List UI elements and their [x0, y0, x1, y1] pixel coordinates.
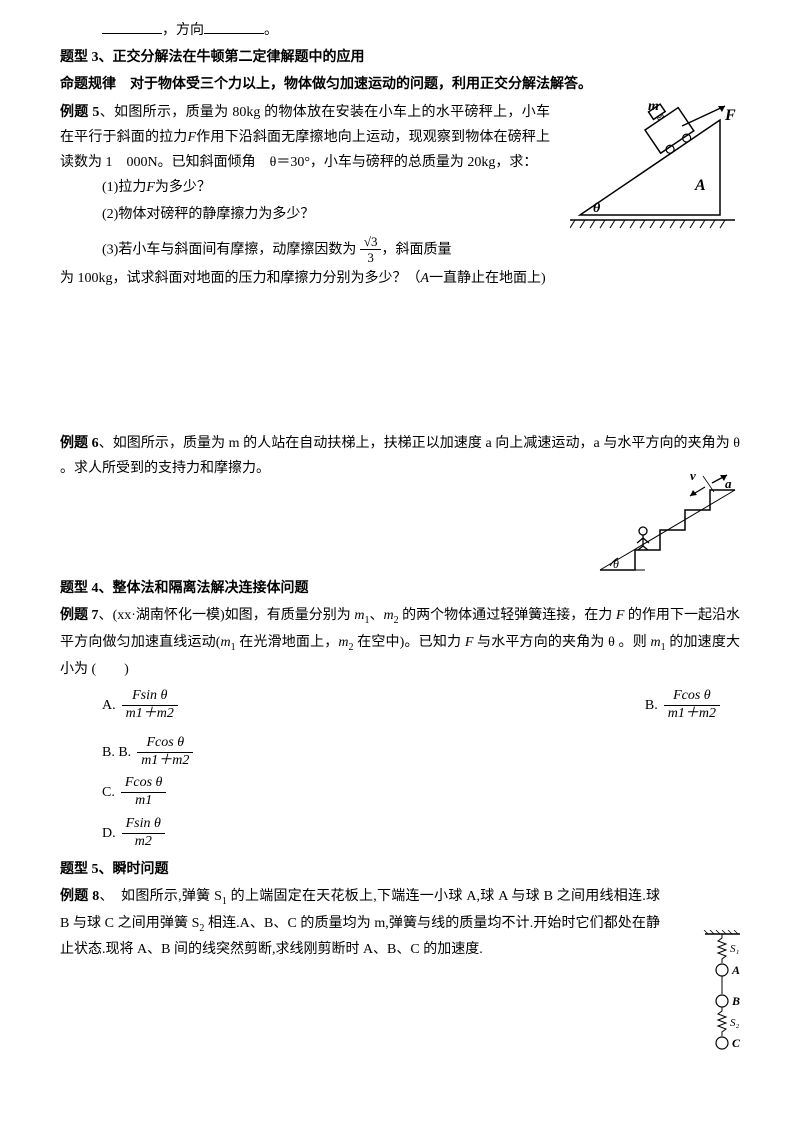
spr-s2: S₂	[730, 1017, 740, 1029]
optD-den: m2	[122, 834, 165, 851]
optA-label: A.	[102, 693, 116, 718]
spr-B: B	[731, 994, 740, 1008]
q3: (3)若小车与斜面间有摩擦，动摩擦因数为 √3 3 ，斜面质量	[60, 234, 550, 266]
blank-1	[102, 20, 162, 34]
option-D: D. Fsin θ m2	[102, 816, 720, 851]
ex7-t6: 与水平方向的夹角为 θ 。则	[473, 635, 650, 650]
springs-svg: S₁ A B S₂ C	[700, 930, 745, 1070]
figure-incline: m F A θ	[570, 100, 740, 230]
optC-frac: Fcos θ m1	[121, 775, 167, 810]
q3a: (3)若小车与斜面间有摩擦，动摩擦因数为	[102, 242, 356, 257]
optA-frac: Fsin θ m1＋m2	[122, 688, 178, 723]
m1c: m	[651, 635, 661, 650]
q1-text: (1)拉力	[102, 180, 146, 195]
optB-den: m1＋m2	[664, 706, 720, 723]
section-3-heading: 题型 3、正交分解法在牛顿第二定律解题中的应用	[60, 45, 740, 70]
optBB-den: m1＋m2	[137, 753, 193, 770]
q3b: ，斜面质量	[381, 242, 451, 257]
spr-s1: S₁	[730, 943, 740, 955]
label-theta: θ	[593, 201, 601, 216]
escalator-svg: θ v a	[590, 470, 740, 580]
q1-end: 为多少？	[155, 180, 211, 195]
spr-A: A	[731, 963, 740, 977]
m1a: m	[354, 608, 364, 623]
example-8: 例题 8、 如图所示,弹簧 S1 的上端固定在天花板上,下端连一小球 A,球 A…	[60, 884, 660, 963]
esc-theta: θ	[613, 557, 619, 571]
spr-C: C	[732, 1036, 741, 1050]
text-direction: ，方向	[162, 23, 204, 38]
q3e: 一直静止在地面上)	[429, 271, 546, 286]
optC-den: m1	[121, 793, 167, 810]
optB-label: B.	[645, 693, 658, 718]
ex7-t5: 在空中)。已知力	[354, 635, 465, 650]
blank-2	[204, 20, 264, 34]
ex7-t1: 、(xx·湖南怀化一模)如图，有质量分别为	[99, 608, 355, 623]
section-5-heading: 题型 5、瞬时问题	[60, 857, 740, 882]
ex5-label: 例题 5	[60, 105, 99, 120]
q3-cont: 为 100kg，试求斜面对地面的压力和摩擦力分别为多少？（A一直静止在地面上)	[60, 266, 550, 291]
option-BB: B. B. Fcos θ m1＋m2	[102, 735, 720, 770]
sqrt3-num: √3	[360, 234, 382, 251]
ex6-label: 例题 6	[60, 436, 99, 451]
optA-den: m1＋m2	[122, 706, 178, 723]
figure-springs: S₁ A B S₂ C	[700, 930, 745, 1070]
ex7-t2: 的两个物体通过轻弹簧连接，在力	[399, 608, 616, 623]
optC-label: C.	[102, 780, 115, 805]
optBB-frac: Fcos θ m1＋m2	[137, 735, 193, 770]
ex7-label: 例题 7	[60, 608, 99, 623]
optB-num: Fcos θ	[664, 688, 720, 706]
q3c: 为 100kg，试求斜面对地面的压力和摩擦力分别为多少？（	[60, 271, 421, 286]
q3d: A	[421, 271, 430, 286]
text-period: 。	[264, 23, 278, 38]
sqrt3-den: 3	[360, 250, 382, 266]
example-5: 例题 5、如图所示，质量为 80kg 的物体放在安装在小车上的水平磅秤上，小车在…	[60, 100, 550, 176]
section-4-heading: 题型 4、整体法和隔离法解决连接体问题	[60, 576, 740, 601]
m1b: m	[220, 635, 230, 650]
incline-svg: m F A θ	[570, 100, 740, 230]
esc-v: v	[690, 470, 696, 483]
optA-num: Fsin θ	[122, 688, 178, 706]
label-m: m	[648, 100, 659, 114]
optD-num: Fsin θ	[122, 816, 165, 834]
optD-label: D.	[102, 821, 116, 846]
comma1: 、	[369, 608, 383, 623]
m2a: m	[383, 608, 393, 623]
esc-a: a	[725, 476, 732, 491]
ex8-t1: 、 如图所示,弹簧 S	[99, 889, 222, 904]
option-C: C. Fcos θ m1	[102, 775, 720, 810]
top-blank-line: ，方向 。	[60, 18, 740, 43]
optBB-num: Fcos θ	[137, 735, 193, 753]
example-7: 例题 7、(xx·湖南怀化一模)如图，有质量分别为 m1、m2 的两个物体通过轻…	[60, 603, 740, 682]
ex5-f: F	[187, 130, 196, 145]
ex8-label: 例题 8	[60, 889, 99, 904]
ex7-t4: 在光滑地面上，	[236, 635, 339, 650]
optBB-label: B. B.	[102, 740, 131, 765]
label-F: F	[724, 107, 736, 124]
option-row-AB: A. Fsin θ m1＋m2 B. Fcos θ m1＋m2	[102, 682, 720, 729]
optB-frac: Fcos θ m1＋m2	[664, 688, 720, 723]
m2b: m	[338, 635, 348, 650]
optC-num: Fcos θ	[121, 775, 167, 793]
optD-frac: Fsin θ m2	[122, 816, 165, 851]
label-A: A	[694, 177, 706, 194]
rule-3: 命题规律 对于物体受三个力以上，物体做匀加速运动的问题，利用正交分解法解答。	[60, 72, 740, 97]
sqrt3-frac: √3 3	[360, 234, 382, 266]
q1-f: F	[146, 180, 155, 195]
figure-escalator: θ v a	[590, 470, 740, 580]
